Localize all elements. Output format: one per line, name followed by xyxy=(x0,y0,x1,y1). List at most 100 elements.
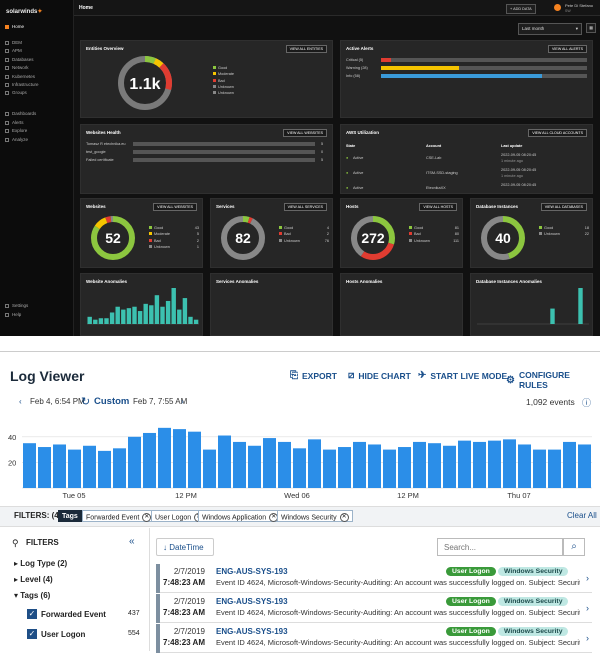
sort-datetime-button[interactable]: ↓ DateTime xyxy=(156,538,214,556)
histogram-bar[interactable] xyxy=(338,447,351,488)
histogram-bar[interactable] xyxy=(203,449,216,488)
donut-segment[interactable] xyxy=(351,216,395,260)
view-all-cloud-accounts-button[interactable]: VIEW ALL CLOUD ACCOUNTS xyxy=(528,129,587,137)
sidebar-item-explore[interactable]: Explore xyxy=(5,128,27,133)
time-mode[interactable]: Custom xyxy=(94,396,130,407)
anomaly-bar[interactable] xyxy=(182,298,188,324)
sidebar-item-home[interactable]: Home xyxy=(5,24,24,29)
histogram-bar[interactable] xyxy=(143,432,156,488)
alert-bar-fill[interactable] xyxy=(381,74,542,78)
histogram-bar[interactable] xyxy=(503,439,516,488)
hide-chart-button[interactable]: ⧄ HIDE CHART xyxy=(348,370,411,381)
donut-view-all-button[interactable]: VIEW ALL DATABASES xyxy=(540,203,587,211)
histogram-bar[interactable] xyxy=(23,443,36,488)
anomaly-bar[interactable] xyxy=(154,295,160,324)
donut-view-all-button[interactable]: VIEW ALL WEBSITES xyxy=(153,203,197,211)
histogram-bar[interactable] xyxy=(38,447,51,488)
log-row[interactable]: 2/7/2019 7:48:23 AM ENG-AUS-SYS-193 User Lo… xyxy=(156,564,592,593)
user-logon-checkbox[interactable]: ✓ xyxy=(27,629,37,639)
donut-segment[interactable] xyxy=(481,216,525,260)
sidebar-item-help[interactable]: Help xyxy=(5,312,21,317)
histogram-bar[interactable] xyxy=(533,449,546,488)
add-data-button[interactable]: + ADD DATA xyxy=(506,4,536,14)
anomaly-bar[interactable] xyxy=(104,318,109,324)
anomaly-bar[interactable] xyxy=(115,306,120,324)
histogram-bar[interactable] xyxy=(443,445,456,488)
histogram-bar[interactable] xyxy=(398,447,411,488)
view-all-websites-button[interactable]: VIEW ALL WEBSITES xyxy=(283,129,327,137)
tag-user-logon[interactable]: User Logon xyxy=(446,597,496,606)
anomaly-bar[interactable] xyxy=(578,288,583,324)
anomaly-bar[interactable] xyxy=(98,318,104,324)
clear-all-link[interactable]: Clear All xyxy=(567,511,597,520)
histogram-bar[interactable] xyxy=(188,431,201,488)
histogram-bar[interactable] xyxy=(578,444,591,488)
view-all-entities-button[interactable]: VIEW ALL ENTITIES xyxy=(285,45,327,53)
anomaly-bar[interactable] xyxy=(188,316,193,324)
histogram-bar[interactable] xyxy=(458,440,471,488)
histogram-bar[interactable] xyxy=(158,427,171,488)
tag-windows-security[interactable]: Windows Security xyxy=(498,627,569,636)
histogram-bar[interactable] xyxy=(293,448,306,488)
alert-bar-fill[interactable] xyxy=(381,58,392,62)
histogram-bar[interactable] xyxy=(548,449,561,488)
sidebar-item-alerts[interactable]: Alerts xyxy=(5,120,24,125)
avatar[interactable] xyxy=(554,4,561,11)
sidebar-item-dashboards[interactable]: Dashboards xyxy=(5,111,36,116)
donut-view-all-button[interactable]: VIEW ALL SERVICES xyxy=(283,203,327,211)
anomaly-bar[interactable] xyxy=(126,308,132,324)
histogram-bar[interactable] xyxy=(263,438,276,488)
tags-group[interactable]: ▾ Tags (6) xyxy=(14,591,51,600)
histogram-bar[interactable] xyxy=(323,449,336,488)
configure-rules-button[interactable]: ⚙ CONFIGURE RULES xyxy=(506,370,570,390)
tag-user-logon[interactable]: User Logon xyxy=(446,567,496,576)
histogram-bar[interactable] xyxy=(353,441,366,488)
grid-icon[interactable]: ▦ xyxy=(586,23,596,33)
row-host-link[interactable]: ENG-AUS-SYS-193 xyxy=(216,597,288,606)
log-row[interactable]: 2/7/2019 7:48:23 AM ENG-AUS-SYS-193 User Lo… xyxy=(156,624,592,653)
histogram-bar[interactable] xyxy=(368,444,381,488)
filter-chip[interactable]: Windows Application ✕ xyxy=(198,510,283,522)
sidebar-item-apm[interactable]: APM xyxy=(5,48,22,53)
anomaly-bar[interactable] xyxy=(132,306,137,324)
anomaly-bar[interactable] xyxy=(109,312,115,324)
donut-segment[interactable] xyxy=(221,216,265,260)
anomaly-bar[interactable] xyxy=(137,311,143,324)
anomaly-bar[interactable] xyxy=(177,309,182,324)
anomaly-bar[interactable] xyxy=(87,316,92,324)
next-range-icon[interactable]: › xyxy=(181,397,184,406)
tag-windows-security[interactable]: Windows Security xyxy=(498,597,569,606)
histogram-bar[interactable] xyxy=(278,441,291,488)
anomaly-bar[interactable] xyxy=(160,306,165,324)
histogram-bar[interactable] xyxy=(248,445,261,488)
anomaly-bar[interactable] xyxy=(550,308,555,324)
histogram-bar[interactable] xyxy=(473,441,486,488)
histogram-bar[interactable] xyxy=(383,449,396,488)
histogram-bar[interactable] xyxy=(488,440,501,488)
histogram-bar[interactable] xyxy=(518,444,531,488)
tag-windows-security[interactable]: Windows Security xyxy=(498,567,569,576)
anomaly-bar[interactable] xyxy=(193,319,199,324)
tag-user-logon[interactable]: User Logon xyxy=(446,627,496,636)
sidebar-item-settings[interactable]: Settings xyxy=(5,303,28,308)
histogram-bar[interactable] xyxy=(173,429,186,488)
filter-chip[interactable]: Windows Security ✕ xyxy=(277,510,353,522)
expand-row-icon[interactable]: › xyxy=(586,573,589,583)
anomaly-bar[interactable] xyxy=(171,288,176,324)
histogram-bar[interactable] xyxy=(68,449,81,488)
histogram-bar[interactable] xyxy=(113,448,126,488)
sidebar-item-kubernetes[interactable]: Kubernetes xyxy=(5,74,35,79)
remove-chip-icon[interactable]: ✕ xyxy=(142,513,152,522)
histogram-bar[interactable] xyxy=(98,450,111,488)
remove-chip-icon[interactable]: ✕ xyxy=(339,513,349,522)
export-button[interactable]: ⎘ EXPORT xyxy=(290,370,337,381)
row-host-link[interactable]: ENG-AUS-SYS-193 xyxy=(216,627,288,636)
sidebar-item-dem[interactable]: DEM xyxy=(5,40,22,45)
filter-chip[interactable]: Forwarded Event ✕ xyxy=(82,510,156,522)
expand-row-icon[interactable]: › xyxy=(586,603,589,613)
sidebar-item-network[interactable]: Network xyxy=(5,65,29,70)
row-host-link[interactable]: ENG-AUS-SYS-193 xyxy=(216,567,288,576)
histogram-bar[interactable] xyxy=(413,441,426,488)
histogram-bar[interactable] xyxy=(428,443,441,488)
search-input[interactable] xyxy=(437,538,563,556)
